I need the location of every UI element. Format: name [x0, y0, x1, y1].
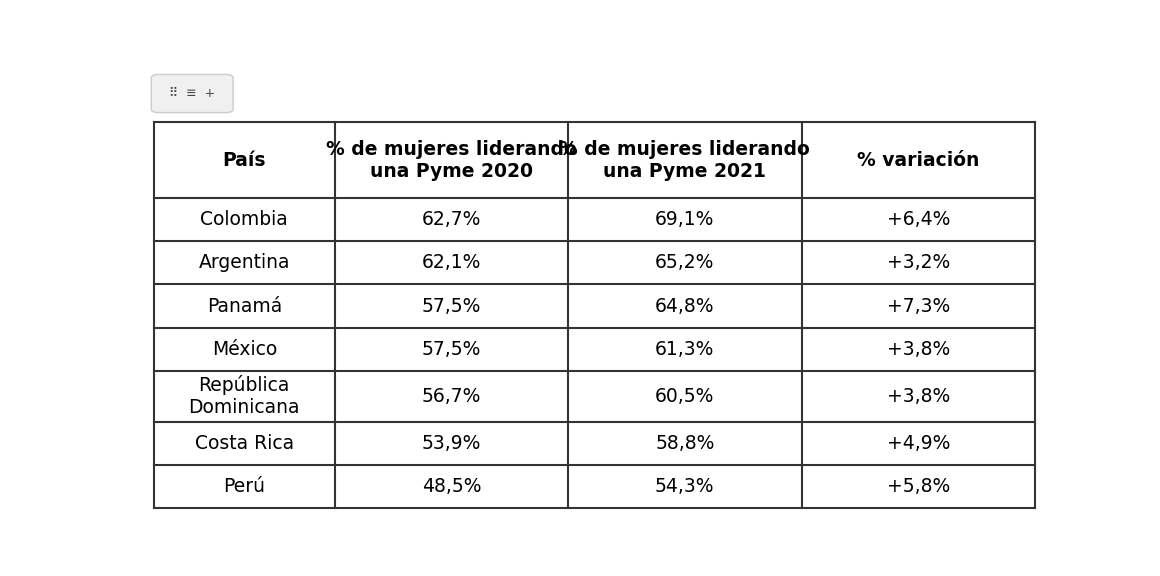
Text: 62,1%: 62,1% — [421, 253, 481, 272]
Text: 58,8%: 58,8% — [655, 434, 715, 453]
Text: 62,7%: 62,7% — [421, 210, 481, 229]
Text: 61,3%: 61,3% — [655, 340, 715, 359]
Text: +5,8%: +5,8% — [886, 477, 950, 496]
Text: 57,5%: 57,5% — [421, 340, 481, 359]
Text: Colombia: Colombia — [201, 210, 288, 229]
Text: 60,5%: 60,5% — [655, 387, 715, 406]
Text: 48,5%: 48,5% — [421, 477, 481, 496]
FancyBboxPatch shape — [151, 74, 233, 112]
Text: +3,8%: +3,8% — [886, 387, 950, 406]
Text: +7,3%: +7,3% — [886, 297, 950, 316]
Text: +3,8%: +3,8% — [886, 340, 950, 359]
Text: 64,8%: 64,8% — [655, 297, 715, 316]
Text: República
Dominicana: República Dominicana — [189, 376, 300, 418]
Text: % variación: % variación — [857, 151, 979, 170]
Text: % de mujeres liderando
una Pyme 2020: % de mujeres liderando una Pyme 2020 — [326, 140, 577, 181]
Text: Costa Rica: Costa Rica — [195, 434, 293, 453]
Text: Perú: Perú — [223, 477, 266, 496]
Text: 57,5%: 57,5% — [421, 297, 481, 316]
Text: Panamá: Panamá — [206, 297, 282, 316]
Text: % de mujeres liderando
una Pyme 2021: % de mujeres liderando una Pyme 2021 — [559, 140, 810, 181]
Text: +4,9%: +4,9% — [886, 434, 950, 453]
Text: 69,1%: 69,1% — [655, 210, 715, 229]
Text: 53,9%: 53,9% — [421, 434, 481, 453]
Text: 56,7%: 56,7% — [421, 387, 481, 406]
Text: +3,2%: +3,2% — [886, 253, 950, 272]
Text: ⠿  ≡  +: ⠿ ≡ + — [169, 87, 216, 100]
Text: +6,4%: +6,4% — [886, 210, 950, 229]
Text: País: País — [223, 151, 266, 170]
Text: México: México — [211, 340, 277, 359]
Text: 65,2%: 65,2% — [655, 253, 715, 272]
Text: 54,3%: 54,3% — [655, 477, 715, 496]
Text: Argentina: Argentina — [198, 253, 290, 272]
